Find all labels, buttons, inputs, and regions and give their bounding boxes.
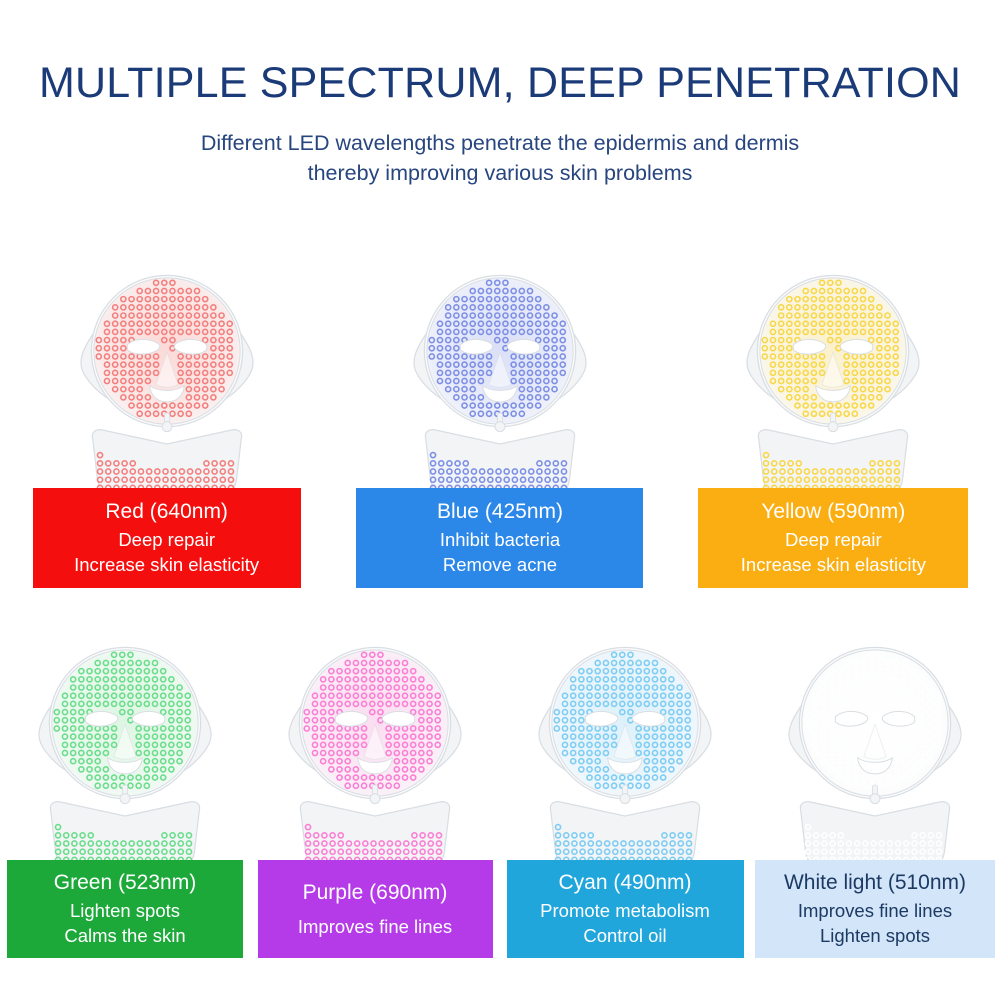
mask-face-cutouts bbox=[834, 710, 916, 775]
spectrum-cell-yellow: Yellow (590nm) Deep repair Increase skin e… bbox=[667, 258, 1000, 588]
spectrum-row-2: Green (523nm) Lighten spots Calms the skin bbox=[0, 630, 1000, 958]
mask-connector-knob bbox=[369, 793, 381, 805]
mask-illustration-white bbox=[750, 630, 1000, 878]
spectrum-desc-white-1: Improves fine lines bbox=[797, 900, 953, 921]
spectrum-cell-cyan: Cyan (490nm) Promote metabolism Control oi… bbox=[500, 630, 750, 958]
led-mask-graphic-purple bbox=[288, 646, 462, 878]
led-dot-grid-face bbox=[303, 651, 442, 790]
mask-face-cutouts bbox=[126, 338, 207, 403]
led-dot-grid-face bbox=[95, 279, 233, 418]
led-mask-graphic-blue bbox=[413, 274, 587, 506]
spectrum-desc-cyan-1: Promote metabolism bbox=[540, 900, 710, 921]
spectrum-label-box-white[interactable]: White light (510nm) Improves fine lines Li… bbox=[755, 860, 995, 958]
page-title: MULTIPLE SPECTRUM, DEEP PENETRATION bbox=[38, 59, 962, 107]
page-subtitle: Different LED wavelengths penetrate the … bbox=[0, 128, 1000, 188]
mask-illustration-yellow bbox=[667, 258, 1000, 506]
mask-connector-knob bbox=[869, 793, 881, 805]
led-mask-graphic-white bbox=[788, 646, 962, 878]
chin-neck-piece bbox=[49, 801, 201, 878]
mask-face-cutouts bbox=[584, 710, 666, 775]
led-mask-graphic-green bbox=[38, 646, 212, 878]
led-mask-graphic-yellow bbox=[746, 274, 920, 506]
mask-face-panel bbox=[798, 646, 952, 800]
spectrum-title-purple: Purple (690nm) bbox=[302, 880, 448, 904]
led-dot-grid-face bbox=[761, 279, 900, 418]
spectrum-cell-green: Green (523nm) Lighten spots Calms the skin bbox=[0, 630, 250, 958]
mask-face-cutouts bbox=[793, 338, 874, 403]
mask-connector-knob bbox=[119, 793, 131, 805]
subtitle-line-1: Different LED wavelengths penetrate the … bbox=[200, 131, 800, 155]
spectrum-label-box-purple[interactable]: Purple (690nm) Improves fine lines bbox=[257, 860, 493, 958]
spectrum-title-red: Red (640nm) bbox=[105, 500, 228, 523]
led-dot-grid-face bbox=[53, 651, 192, 790]
spectrum-label-box-yellow[interactable]: Yellow (590nm) Deep repair Increase skin e… bbox=[698, 488, 969, 588]
led-dot-grid-face bbox=[428, 279, 567, 418]
led-mask-graphic-red bbox=[80, 274, 254, 506]
mask-face-panel bbox=[423, 274, 577, 428]
led-mask-graphic-cyan bbox=[538, 646, 712, 878]
spectrum-cell-blue: Blue (425nm) Inhibit bacteria Remove acne bbox=[333, 258, 666, 588]
chin-neck-piece bbox=[799, 801, 951, 878]
spectrum-desc-yellow-1: Deep repair bbox=[784, 529, 882, 550]
spectrum-cell-red: Red (640nm) Deep repair Increase skin elas… bbox=[0, 258, 333, 588]
mask-face-panel bbox=[90, 274, 243, 428]
spectrum-label-box-red[interactable]: Red (640nm) Deep repair Increase skin elas… bbox=[32, 488, 301, 588]
mask-illustration-blue bbox=[333, 258, 666, 506]
subtitle-line-2: thereby improving various skin problems bbox=[307, 161, 693, 185]
spectrum-label-box-cyan[interactable]: Cyan (490nm) Promote metabolism Control oi… bbox=[506, 860, 744, 958]
spectrum-desc-purple-1: Improves fine lines bbox=[297, 915, 453, 937]
mask-illustration-cyan bbox=[500, 630, 750, 878]
spectrum-row-1: Red (640nm) Deep repair Increase skin elas… bbox=[0, 258, 1000, 588]
spectrum-label-box-green[interactable]: Green (523nm) Lighten spots Calms the skin bbox=[7, 860, 243, 958]
mask-face-cutouts bbox=[84, 710, 166, 775]
mask-face-cutouts bbox=[334, 710, 416, 775]
spectrum-desc-green-1: Lighten spots bbox=[69, 900, 181, 921]
mask-illustration-green bbox=[0, 630, 250, 878]
mask-face-panel bbox=[298, 646, 452, 800]
spectrum-title-blue: Blue (425nm) bbox=[436, 500, 564, 523]
mask-connector-knob bbox=[827, 421, 839, 433]
spectrum-desc-blue-2: Remove acne bbox=[442, 554, 558, 575]
mask-face-panel bbox=[48, 646, 202, 800]
mask-face-panel bbox=[548, 646, 702, 800]
spectrum-desc-red-1: Deep repair bbox=[118, 529, 215, 550]
mask-illustration-red bbox=[0, 258, 333, 506]
spectrum-title-green: Green (523nm) bbox=[53, 871, 197, 894]
spectrum-title-yellow: Yellow (590nm) bbox=[761, 500, 906, 523]
spectrum-desc-blue-1: Inhibit bacteria bbox=[439, 529, 561, 550]
spectrum-desc-white-2: Lighten spots bbox=[819, 925, 931, 946]
spectrum-desc-yellow-2: Increase skin elasticity bbox=[740, 554, 926, 575]
mask-connector-knob bbox=[161, 421, 173, 433]
spectrum-title-white: White light (510nm) bbox=[783, 871, 967, 894]
mask-connector-knob bbox=[494, 421, 506, 433]
spectrum-label-box-blue[interactable]: Blue (425nm) Inhibit bacteria Remove acne bbox=[356, 488, 644, 588]
spectrum-cell-purple: Purple (690nm) Improves fine lines bbox=[250, 630, 500, 958]
header: MULTIPLE SPECTRUM, DEEP PENETRATION Diff… bbox=[0, 58, 1000, 188]
mask-illustration-purple bbox=[250, 630, 500, 878]
mask-face-cutouts bbox=[459, 338, 541, 403]
mask-connector-knob bbox=[619, 793, 631, 805]
spectrum-desc-cyan-2: Control oil bbox=[583, 925, 667, 946]
spectrum-cell-white: White light (510nm) Improves fine lines Li… bbox=[750, 630, 1000, 958]
spectrum-title-cyan: Cyan (490nm) bbox=[558, 871, 692, 894]
led-dot-grid-face bbox=[803, 651, 942, 790]
spectrum-desc-red-2: Increase skin elasticity bbox=[74, 554, 260, 575]
spectrum-desc-green-2: Calms the skin bbox=[64, 925, 186, 946]
mask-face-panel bbox=[757, 274, 910, 428]
